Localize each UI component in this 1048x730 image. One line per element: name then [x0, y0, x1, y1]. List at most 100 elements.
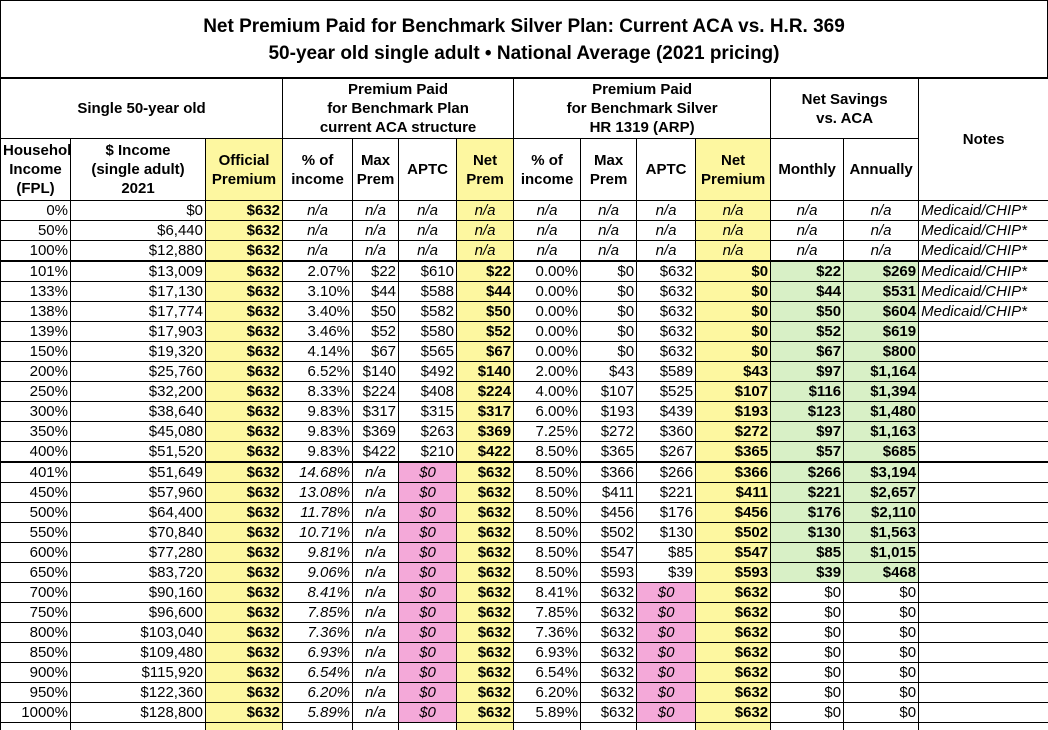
table-cell: $632	[204, 421, 284, 442]
table-cell: 8.41%	[282, 582, 354, 603]
table-cell: $193	[695, 401, 772, 422]
table-cell: $632	[204, 461, 284, 483]
table-cell: $632	[204, 682, 284, 703]
table-cell: n/a	[843, 200, 920, 221]
table-cell: n/a	[636, 220, 697, 241]
table-cell: $0	[636, 702, 697, 723]
table-cell: $632	[204, 482, 284, 503]
table-cell: $800	[843, 341, 920, 362]
table-cell: n/a	[352, 502, 400, 523]
column-header: $ Income (single adult) 2021	[70, 138, 206, 201]
notes-header: Notes	[918, 78, 1048, 201]
note-cell: Medicaid/CHIP*	[918, 260, 1048, 282]
table-cell: $0	[770, 702, 845, 723]
table-cell: 6.93%	[282, 642, 354, 663]
table-cell: $632	[204, 622, 284, 643]
note-cell	[918, 421, 1048, 442]
table-cell: $123	[770, 401, 845, 422]
table-cell: 950%	[0, 682, 71, 703]
table-cell: $0	[636, 662, 697, 683]
table-cell: $632	[456, 642, 515, 663]
table-cell: $0	[398, 622, 458, 643]
table-row: 850% $109,480 $632 6.93% n/a $0 $632 6.93% $632 $…	[0, 642, 1048, 663]
table-cell: $632	[636, 281, 697, 302]
table-cell: n/a	[352, 662, 400, 683]
group-header: Net Savings vs. ACA	[770, 78, 920, 139]
table-cell: 700%	[0, 582, 71, 603]
table-cell: 6.54%	[282, 662, 354, 683]
table-row: 650% $83,720 $632 9.06% n/a $0 $632 8.50% $593 $3…	[0, 562, 1048, 583]
table-cell: 7.85%	[513, 602, 582, 623]
table-cell: 400%	[0, 441, 71, 463]
table-row: 200% $25,760 $632 6.52% $140 $492 $140 2.00% $43…	[0, 361, 1048, 382]
table-cell: n/a	[352, 220, 400, 241]
table-cell: $267	[636, 441, 697, 463]
table-cell: $210	[398, 441, 458, 463]
table-cell: 2.00%	[513, 361, 582, 382]
table-cell: n/a	[636, 200, 697, 221]
table-cell: $0	[398, 662, 458, 683]
note-cell	[918, 482, 1048, 503]
table-cell: 5.89%	[282, 702, 354, 723]
note-cell: Medicaid/CHIP*	[918, 240, 1048, 262]
table-cell: $128,800	[70, 702, 206, 723]
table-cell	[456, 722, 515, 730]
table-cell: $67	[770, 341, 845, 362]
table-cell: $122,360	[70, 682, 206, 703]
note-cell	[918, 562, 1048, 583]
column-header: Official Premium	[204, 138, 284, 201]
table-cell: n/a	[282, 220, 354, 241]
note-cell	[918, 542, 1048, 563]
table-cell: $632	[204, 582, 284, 603]
table-cell: n/a	[352, 562, 400, 583]
table-cell: $52	[770, 321, 845, 342]
table-cell: $0	[580, 321, 638, 342]
table-cell: 750%	[0, 602, 71, 623]
table-cell: $632	[204, 542, 284, 563]
table-cell: 10.71%	[282, 522, 354, 543]
table-cell: $632	[636, 260, 697, 282]
table-cell: n/a	[352, 702, 400, 723]
table-cell: $0	[398, 642, 458, 663]
table-cell: $632	[204, 200, 284, 221]
table-cell: 450%	[0, 482, 71, 503]
note-cell	[918, 361, 1048, 382]
table-cell: $272	[580, 421, 638, 442]
table-cell: n/a	[352, 622, 400, 643]
table-cell: $269	[843, 260, 920, 282]
table-cell: 2.07%	[282, 260, 354, 282]
table-cell: $0	[770, 622, 845, 643]
table-cell: $13,009	[70, 260, 206, 282]
table-cell: $632	[580, 702, 638, 723]
table-cell: $0	[398, 502, 458, 523]
table-cell: n/a	[398, 220, 458, 241]
table-cell: $439	[636, 401, 697, 422]
table-cell: $632	[695, 582, 772, 603]
table-cell: $632	[580, 602, 638, 623]
table-row: 150% $19,320 $632 4.14% $67 $565 $67 0.00% $0 $63…	[0, 341, 1048, 362]
table-cell: n/a	[352, 461, 400, 483]
table-cell: $632	[204, 301, 284, 322]
table-cell: n/a	[636, 240, 697, 262]
table-cell: $0	[770, 682, 845, 703]
table-cell: $221	[636, 482, 697, 503]
table-cell: $547	[580, 542, 638, 563]
table-cell: $2,657	[843, 482, 920, 503]
table-cell: 8.50%	[513, 482, 582, 503]
subtitle: 50-year old single adult • National Aver…	[268, 43, 780, 64]
table-cell: $97	[770, 361, 845, 382]
table-cell: $109,480	[70, 642, 206, 663]
table-cell	[398, 722, 458, 730]
note-cell	[918, 522, 1048, 543]
table-cell	[580, 722, 638, 730]
table-cell: $619	[843, 321, 920, 342]
table-cell: $632	[580, 622, 638, 643]
table-cell: $50	[770, 301, 845, 322]
table-cell: 9.83%	[282, 401, 354, 422]
table-cell: $0	[843, 582, 920, 603]
table-cell: $140	[456, 361, 515, 382]
table-cell: $17,774	[70, 301, 206, 322]
table-row: 100% $12,880 $632 n/a n/a n/a n/a n/a n/a n/a n/a n…	[0, 240, 1048, 262]
table-cell: n/a	[695, 200, 772, 221]
table-cell: $12,880	[70, 240, 206, 262]
